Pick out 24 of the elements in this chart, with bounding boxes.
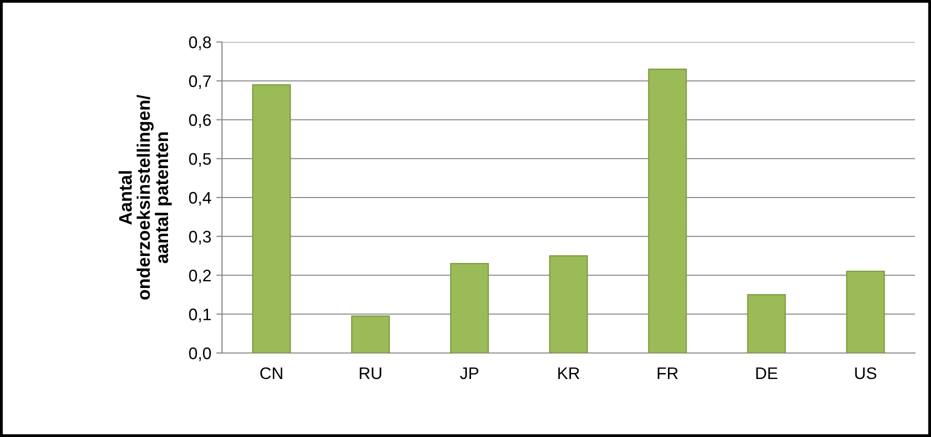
- y-tick-label: 0,6: [189, 114, 211, 128]
- y-tick-label: 0,2: [189, 270, 211, 284]
- bar: [648, 68, 687, 353]
- y-axis-title: Aantal onderzoeksinstellingen/ aantal patenten: [118, 94, 172, 300]
- y-tick-label: 0,3: [189, 230, 211, 245]
- y-tick-label: 0,8: [189, 36, 211, 50]
- bar: [351, 316, 390, 353]
- y-tick-label: 0,1: [189, 308, 211, 322]
- bar: [846, 270, 885, 353]
- x-tick-label: US: [855, 367, 876, 380]
- bar: [747, 294, 786, 353]
- y-tick-label: 0,0: [189, 347, 211, 362]
- x-tick-label: RU: [360, 368, 382, 380]
- x-tick-label: KR: [558, 368, 580, 379]
- x-tick-label: FR: [658, 368, 678, 379]
- y-tick-label: 0,4: [189, 192, 212, 206]
- x-tick-label: CN: [260, 367, 282, 380]
- bar: [252, 84, 291, 353]
- bar: [450, 263, 489, 353]
- y-tick-label: 0,5: [189, 153, 211, 167]
- bar: [549, 255, 588, 353]
- y-tick-label: 0,7: [189, 75, 211, 90]
- x-tick-label: JP: [460, 368, 478, 380]
- x-tick-label: DE: [756, 368, 778, 379]
